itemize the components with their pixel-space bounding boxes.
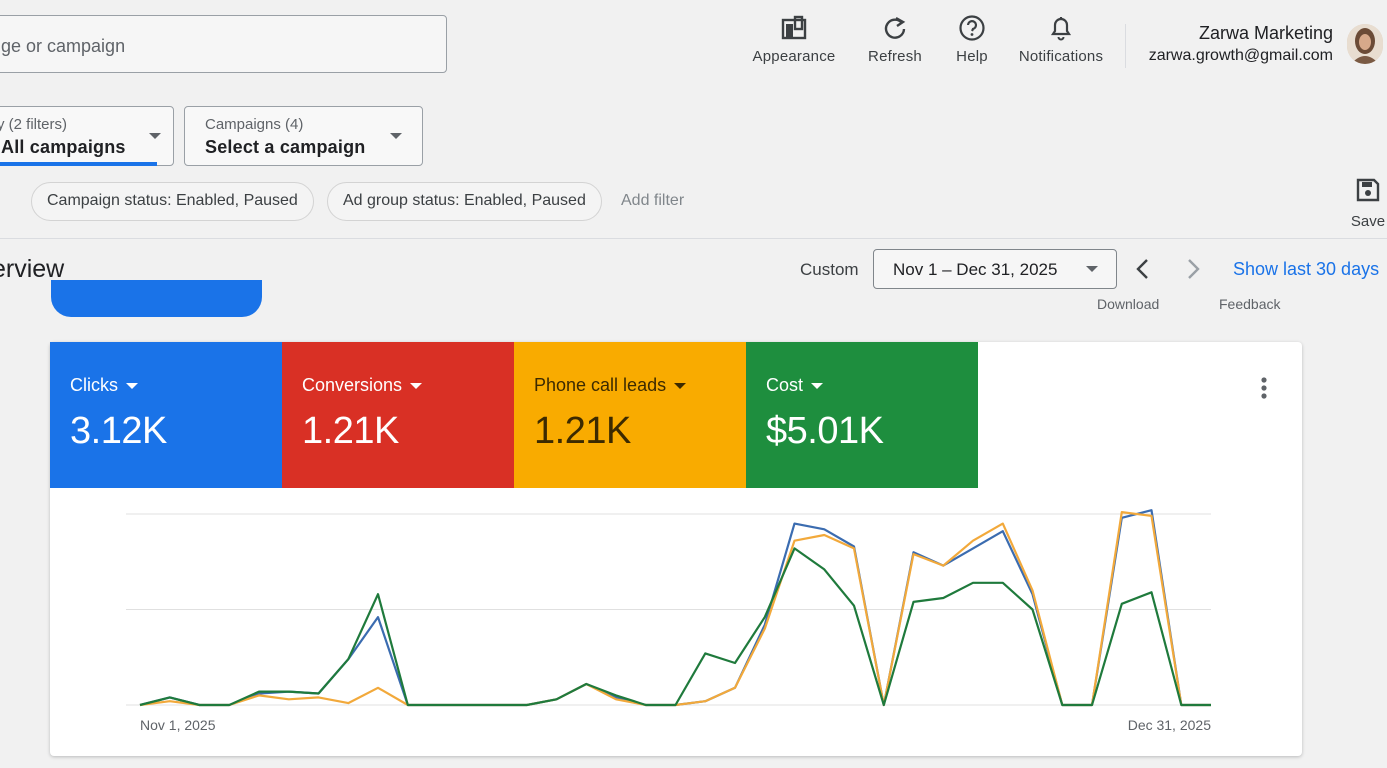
metric-label: Phone call leads (534, 375, 686, 396)
metric-tile-cost[interactable]: Cost $5.01K (746, 342, 978, 488)
appearance-button[interactable]: Appearance (752, 14, 836, 65)
view-selector-value: All campaigns (1, 137, 126, 157)
chevron-down-icon (390, 133, 402, 139)
toolbar-divider (1125, 24, 1126, 68)
filter-chip-campaign-status[interactable]: Campaign status: Enabled, Paused (31, 182, 314, 221)
date-range-value: Nov 1 – Dec 31, 2025 (893, 260, 1058, 279)
previous-period-button[interactable] (1133, 256, 1153, 287)
date-range-picker[interactable]: Nov 1 – Dec 31, 2025 (873, 249, 1117, 289)
series-line-2 (139, 547, 1211, 707)
help-label: Help (956, 48, 988, 65)
help-button[interactable]: Help (952, 14, 992, 65)
series-line-1 (139, 511, 1211, 707)
metric-label: Clicks (70, 375, 138, 396)
save-label: Save (1350, 213, 1386, 230)
performance-card: Clicks 3.12K Conversions 1.21K Phone cal… (50, 342, 1302, 756)
metric-value: 1.21K (534, 410, 631, 452)
metric-value: 1.21K (302, 410, 399, 452)
campaign-selector-value: Select a campaign (205, 137, 366, 157)
account-name: Zarwa Marketing (1198, 23, 1333, 43)
metric-tile-phone-call-leads[interactable]: Phone call leads 1.21K (514, 342, 746, 488)
download-button[interactable]: Download (1097, 296, 1160, 312)
metric-value: 3.12K (70, 410, 167, 452)
bell-icon (1014, 14, 1108, 42)
avatar[interactable] (1347, 24, 1383, 64)
series-line-0 (139, 509, 1211, 707)
search-placeholder: ge or campaign (1, 36, 126, 56)
metric-tile-clicks[interactable]: Clicks 3.12K (50, 342, 282, 488)
campaign-selector-title: Campaigns (4) (205, 116, 304, 133)
metric-tile-conversions[interactable]: Conversions 1.21K (282, 342, 514, 488)
view-selector[interactable]: y (2 filters) All campaigns (0, 106, 174, 166)
appearance-icon (752, 14, 836, 42)
next-period-button[interactable] (1183, 256, 1203, 287)
show-last-30-days-link[interactable]: Show last 30 days (1233, 259, 1380, 279)
view-selector-indicator (0, 162, 157, 166)
view-selector-title: y (2 filters) (0, 116, 68, 133)
campaign-selector[interactable]: Campaigns (4) Select a campaign (184, 106, 423, 166)
save-icon (1350, 177, 1386, 208)
save-button[interactable]: Save (1350, 177, 1386, 230)
help-icon (952, 14, 992, 42)
refresh-label: Refresh (868, 48, 922, 65)
account-email: zarwa.growth@gmail.com (1148, 47, 1333, 64)
notifications-button[interactable]: Notifications (1014, 14, 1108, 65)
more-options-button[interactable] (1260, 376, 1268, 405)
refresh-button[interactable]: Refresh (866, 14, 924, 65)
chevron-right-icon (1188, 259, 1200, 279)
filter-chip-ad-group-status[interactable]: Ad group status: Enabled, Paused (327, 182, 602, 221)
metric-value: $5.01K (766, 410, 884, 452)
account-switcher[interactable]: Zarwa Marketing zarwa.growth@gmail.com (1149, 23, 1333, 65)
refresh-icon (866, 14, 924, 42)
chevron-down-icon (1086, 266, 1098, 272)
date-mode-label: Custom (800, 260, 859, 279)
add-filter-button[interactable]: Add filter (621, 192, 685, 209)
chevron-down-icon (149, 133, 161, 139)
notifications-label: Notifications (1018, 48, 1104, 65)
x-axis-start-label: Nov 1, 2025 (140, 717, 216, 733)
feedback-button[interactable]: Feedback (1219, 296, 1281, 312)
more-vert-icon (1261, 377, 1267, 399)
metric-label: Cost (766, 375, 823, 396)
x-axis-end-label: Dec 31, 2025 (1128, 717, 1211, 733)
divider (0, 238, 1387, 239)
appearance-label: Appearance (752, 48, 836, 65)
primary-action-button[interactable] (51, 280, 262, 317)
chevron-left-icon (1136, 259, 1148, 279)
performance-chart: Nov 1, 2025 Dec 31, 2025 (126, 509, 1211, 733)
search-input[interactable]: ge or campaign (0, 15, 447, 73)
metric-label: Conversions (302, 375, 422, 396)
